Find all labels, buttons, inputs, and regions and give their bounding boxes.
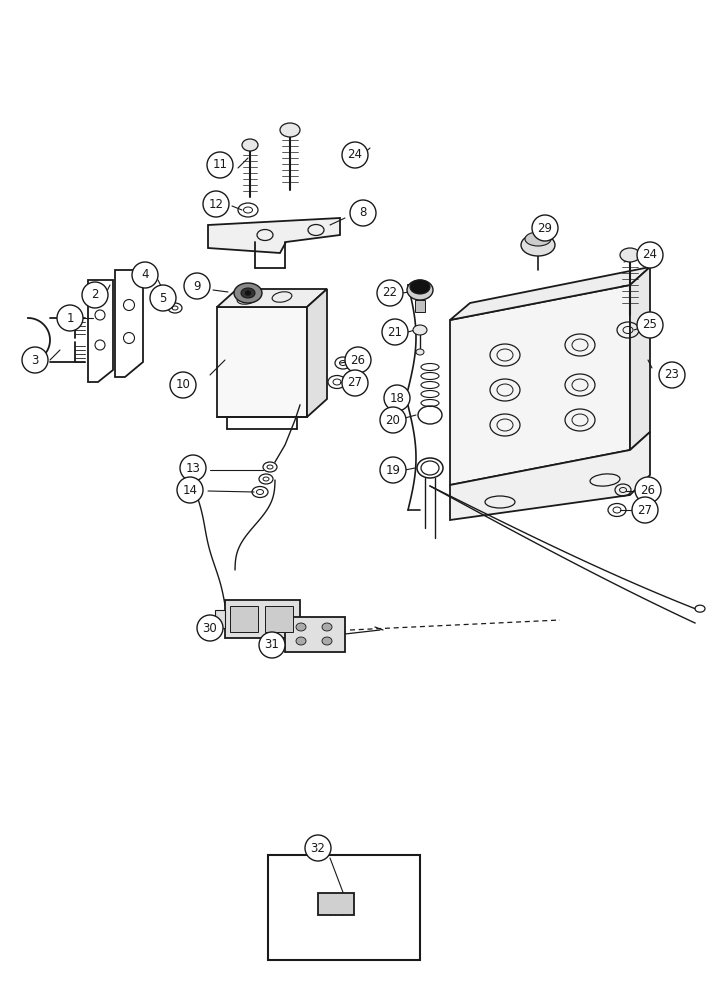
Circle shape [197, 615, 223, 641]
Text: 26: 26 [641, 484, 655, 496]
Text: 32: 32 [310, 842, 325, 854]
Text: 24: 24 [348, 148, 362, 161]
Ellipse shape [234, 283, 262, 303]
Bar [415, 300, 425, 312]
Bar [217, 307, 307, 417]
Circle shape [22, 347, 48, 373]
Bar [225, 600, 300, 638]
Ellipse shape [242, 139, 258, 151]
Circle shape [635, 477, 661, 503]
Ellipse shape [413, 325, 427, 335]
Circle shape [380, 457, 406, 483]
Ellipse shape [521, 234, 555, 256]
Ellipse shape [322, 637, 332, 645]
Circle shape [170, 372, 196, 398]
Ellipse shape [416, 349, 424, 355]
Circle shape [632, 497, 658, 523]
Ellipse shape [525, 232, 551, 246]
Ellipse shape [407, 280, 433, 300]
Text: 21: 21 [387, 326, 402, 338]
Polygon shape [217, 289, 327, 307]
Text: 14: 14 [182, 484, 197, 496]
Polygon shape [450, 285, 630, 485]
Text: 26: 26 [351, 354, 366, 366]
Text: 25: 25 [642, 318, 657, 332]
Bar [285, 617, 345, 652]
Ellipse shape [410, 280, 430, 294]
Polygon shape [208, 218, 340, 253]
Bar [230, 606, 258, 632]
Circle shape [177, 477, 203, 503]
Circle shape [637, 242, 663, 268]
Circle shape [203, 191, 229, 217]
Circle shape [637, 312, 663, 338]
Circle shape [259, 632, 285, 658]
Ellipse shape [296, 637, 306, 645]
Text: 24: 24 [642, 248, 657, 261]
Text: 30: 30 [202, 621, 217, 635]
Text: 19: 19 [385, 464, 400, 477]
Circle shape [82, 282, 108, 308]
Polygon shape [307, 289, 327, 417]
Circle shape [132, 262, 158, 288]
Polygon shape [450, 267, 650, 320]
Circle shape [305, 835, 331, 861]
Ellipse shape [241, 288, 255, 298]
Text: 10: 10 [176, 378, 190, 391]
Text: 31: 31 [264, 639, 279, 652]
Circle shape [150, 285, 176, 311]
Circle shape [380, 407, 406, 433]
Circle shape [184, 273, 210, 299]
Circle shape [207, 152, 233, 178]
Text: 22: 22 [382, 286, 397, 300]
Text: 11: 11 [212, 158, 228, 172]
Circle shape [384, 385, 410, 411]
Polygon shape [450, 432, 650, 520]
Text: 8: 8 [359, 207, 366, 220]
Circle shape [350, 200, 376, 226]
Circle shape [659, 362, 685, 388]
Ellipse shape [280, 123, 300, 137]
Ellipse shape [620, 248, 640, 262]
Circle shape [57, 305, 83, 331]
Text: 2: 2 [91, 288, 99, 302]
Ellipse shape [322, 623, 332, 631]
Ellipse shape [245, 290, 251, 296]
Text: 5: 5 [159, 292, 167, 304]
Text: 20: 20 [386, 414, 400, 426]
Circle shape [342, 142, 368, 168]
Circle shape [180, 455, 206, 481]
Text: 3: 3 [31, 354, 39, 366]
Text: 23: 23 [665, 368, 680, 381]
Text: 9: 9 [193, 279, 201, 292]
Ellipse shape [296, 623, 306, 631]
Text: 18: 18 [390, 391, 405, 404]
Text: 27: 27 [637, 504, 652, 516]
Text: 1: 1 [66, 312, 73, 324]
Text: 12: 12 [209, 198, 223, 211]
Text: 4: 4 [141, 268, 149, 282]
Text: 13: 13 [186, 462, 200, 475]
Circle shape [342, 370, 368, 396]
Circle shape [345, 347, 371, 373]
Text: 27: 27 [348, 376, 362, 389]
Bar [265, 606, 293, 632]
Polygon shape [630, 267, 650, 450]
Bar [318, 893, 354, 915]
Text: 29: 29 [538, 222, 552, 234]
Bar [215, 610, 225, 628]
Circle shape [377, 280, 403, 306]
Circle shape [382, 319, 408, 345]
Circle shape [532, 215, 558, 241]
Bar [268, 855, 420, 960]
